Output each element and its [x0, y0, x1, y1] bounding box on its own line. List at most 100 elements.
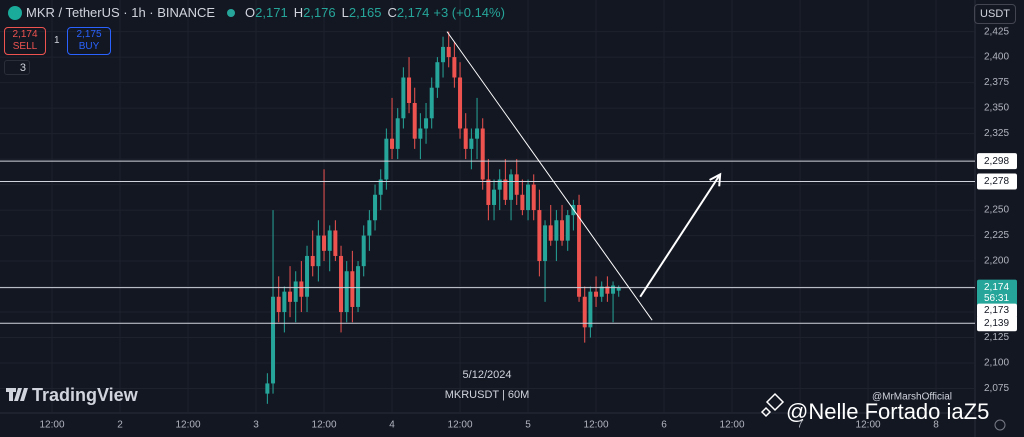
- binance-icon: [760, 392, 785, 418]
- candle-body: [503, 179, 508, 200]
- candle-body: [486, 179, 491, 205]
- candle-body: [497, 179, 502, 190]
- last-price-tag: [977, 279, 1017, 306]
- ohlc: O2,171 H2,176 L2,165 C2,174: [239, 5, 429, 20]
- y-tick-label: 2,200: [984, 256, 1009, 267]
- x-tick-label: 12:00: [40, 420, 65, 431]
- candle-body: [526, 184, 531, 211]
- candle-body: [509, 174, 514, 200]
- price-tag-label: 2,298: [984, 156, 1009, 167]
- candle-body: [560, 220, 565, 241]
- candle-body: [554, 220, 559, 241]
- y-tick-label: 2,350: [984, 103, 1009, 114]
- x-tick-label: 12:00: [176, 420, 201, 431]
- x-tick-label: 12:00: [856, 420, 881, 431]
- price-tag: [977, 153, 1017, 170]
- ohlc-value: 2,165: [348, 5, 382, 20]
- candle-body: [418, 128, 423, 139]
- candle-body: [588, 291, 593, 328]
- countdown: 56:31: [984, 293, 1009, 304]
- candle-body: [582, 296, 587, 328]
- price-tag-label: 2,278: [984, 176, 1009, 187]
- ohlc-key: L: [341, 5, 349, 20]
- tv-logo: [6, 388, 28, 401]
- trendline: [446, 31, 653, 321]
- x-tick-label: 12:00: [584, 420, 609, 431]
- y-tick-label: 2,250: [984, 205, 1009, 216]
- change: +3 (+0.14%): [433, 5, 505, 20]
- candle-body: [531, 184, 536, 211]
- symbol[interactable]: MKR / TetherUS · 1h · BINANCE: [26, 5, 216, 20]
- buy-button[interactable]: 2,175 BUY: [67, 27, 111, 55]
- logo-text: TradingView: [32, 385, 139, 405]
- x-tick-label: 6: [661, 420, 667, 431]
- indicators-toggle[interactable]: 3: [4, 60, 30, 75]
- candle-body: [293, 281, 298, 302]
- candle-body: [429, 87, 434, 119]
- candle-body: [492, 189, 497, 205]
- candle-body: [339, 255, 344, 313]
- candle-body: [288, 291, 293, 302]
- x-tick-label: 8: [933, 420, 939, 431]
- candle-body: [435, 62, 440, 88]
- y-tick-label: 2,425: [984, 26, 1009, 37]
- x-tick-label: 12:00: [312, 420, 337, 431]
- ohlc-value: 2,171: [255, 5, 288, 20]
- sell-label: SELL: [12, 41, 38, 52]
- sell-button[interactable]: 2,174 SELL: [4, 27, 46, 55]
- ohlc-key: H: [293, 5, 304, 20]
- candle-body: [469, 138, 474, 149]
- candle-body: [412, 102, 417, 139]
- candle-body: [316, 235, 321, 267]
- candle-body: [458, 77, 463, 129]
- candle-body: [350, 271, 355, 307]
- candle-body: [520, 194, 525, 211]
- currency: USDT: [980, 8, 1010, 20]
- candle-body: [265, 383, 270, 394]
- x-tick-label: 5: [525, 420, 531, 431]
- candle-body: [276, 296, 281, 313]
- candle-body: [548, 225, 553, 241]
- ohlc-value: 2,176: [303, 5, 336, 20]
- y-tick-label: 2,075: [984, 383, 1009, 394]
- candle-body: [605, 286, 610, 294]
- candle-body: [401, 77, 406, 119]
- candle-body: [537, 210, 542, 262]
- candle-body: [310, 255, 315, 267]
- y-tick-label: 2,100: [984, 358, 1009, 369]
- sell-price: 2,174: [12, 29, 38, 40]
- candle-body: [463, 128, 468, 149]
- candle-body: [543, 225, 548, 262]
- author: @MrMarshOfficial: [872, 392, 952, 403]
- candle-body: [356, 266, 361, 307]
- candle-body: [322, 235, 327, 251]
- x-tick-label: 3: [253, 420, 259, 431]
- x-tick-label: 12:00: [448, 420, 473, 431]
- last-price-label: 2,174: [984, 282, 1009, 293]
- ohlc-key: C: [387, 5, 397, 20]
- candle-body: [299, 281, 304, 297]
- y-tick-label: 2,400: [984, 52, 1009, 63]
- y-tick-label: 2,225: [984, 230, 1009, 241]
- x-tick-label: 7: [797, 420, 803, 431]
- candle-body: [271, 296, 276, 384]
- ohlc-value: 2,174: [396, 5, 430, 20]
- candle-body: [565, 215, 570, 241]
- y-tick-label: 2,125: [984, 332, 1009, 343]
- candle-body: [424, 118, 429, 129]
- currency-select[interactable]: USDT: [974, 4, 1016, 24]
- settings-icon[interactable]: [994, 419, 1006, 431]
- candle-body: [378, 179, 383, 195]
- status-dot: [227, 8, 236, 17]
- indicators-count: 3: [19, 62, 26, 74]
- buy-price: 2,175: [76, 29, 102, 40]
- y-tick-label: 2,325: [984, 128, 1009, 139]
- candle-body: [480, 128, 485, 180]
- candle-body: [441, 46, 446, 63]
- grid: [0, 0, 975, 413]
- ohlc-key: O: [245, 5, 256, 20]
- price-tag: [977, 315, 1017, 332]
- x-tick-label: 12:00: [720, 420, 745, 431]
